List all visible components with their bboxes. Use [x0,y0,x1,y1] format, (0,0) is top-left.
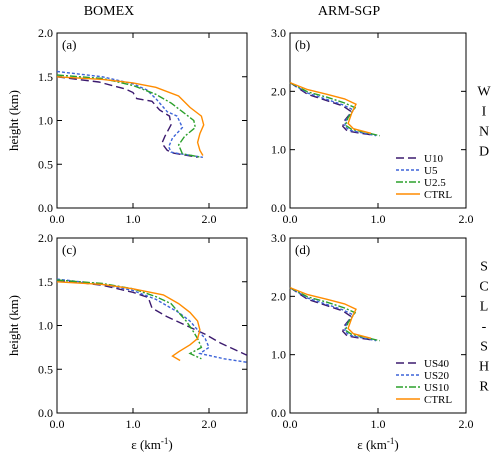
x-tick-label: 0.0 [283,212,298,226]
y-tick-label: 1.0 [271,348,286,362]
series-line-u2-5 [56,74,202,158]
panels: 0.00.51.01.52.00.0 1.0 2.0(a)0.01.02.03.00… [38,26,474,431]
series-line-u5 [56,70,204,158]
x-tick-label: 1.0 [126,417,141,431]
series-line-u10 [56,76,198,158]
y-tick-label: 0.0 [38,201,53,215]
x-tick-label: 0.0 [50,417,65,431]
series-line-us10 [289,286,380,342]
panel-label: (d) [295,242,310,257]
x-tick-label: 1.0 [371,417,386,431]
x-axis-label: ε (km-1) [131,436,173,452]
series-line-us40 [289,287,374,341]
x-tick-label: 0.0 [283,417,298,431]
x-tick-label: 2.0 [459,212,474,226]
series-line-ctrl [289,81,372,134]
column-title-arm-sgp: ARM-SGP [318,4,380,19]
y-tick-label: 0.5 [38,362,53,376]
y-tick-label: 1.0 [38,114,53,128]
series-line-u5 [289,81,377,137]
y-axis-label: height (km) [6,295,21,356]
legend-label: CTRL [424,189,452,201]
legend-label: CTRL [424,394,452,406]
column-titles: BOMEX ARM-SGP [84,4,381,19]
series-line-us40 [56,279,248,356]
y-tick-label: 2.0 [271,84,286,98]
series-line-ctrl [56,76,205,156]
y-tick-label: 0.0 [271,406,286,420]
y-tick-label: 2.0 [271,289,286,303]
row-label-scl-shr: S C L -S H R [479,260,489,395]
y-tick-label: 3.0 [271,26,286,40]
x-tick-label: 1.0 [126,212,141,226]
legend-label: U2.5 [424,177,446,189]
series-line-u10 [289,82,374,136]
x-tick-label: 2.0 [202,212,217,226]
legend-label: US10 [424,382,450,394]
plot-frame [56,32,248,209]
panel-label: (b) [295,37,310,52]
legend-label: U5 [424,165,438,177]
series-line-us20 [289,286,377,342]
panel-a: 0.0 0.5 1.0 1.5 2.0 0.0 1.0 2.0 (a) [38,26,248,226]
legend-label: U10 [424,153,443,165]
y-tick-label: 2.0 [38,26,53,40]
y-tick-label: 0.0 [38,406,53,420]
y-tick-label: 0.5 [38,157,53,171]
x-tick-label: 1.0 [371,212,386,226]
x-tick-label: 2.0 [459,417,474,431]
y-tick-label: 1.0 [271,143,286,157]
panel-label: (a) [62,37,76,52]
panel-c: 0.0 0.5 1.0 1.5 2.0 0.0 1.0 2.0 (c) [38,231,248,431]
y-tick-label: 1.0 [38,319,53,333]
x-tick-label: 2.0 [202,417,217,431]
series-line-ctrl [289,286,372,339]
figure-labels: height (km) height (km) ε (km-1) ε (km-1) W I… [6,85,491,453]
y-tick-label: 1.5 [38,275,53,289]
x-axis-label: ε (km-1) [357,436,399,452]
series-line-us20 [56,278,248,363]
panel-label: (c) [62,242,76,257]
series-line-u2-5 [289,81,380,137]
column-title-bomex: BOMEX [84,4,135,19]
legend-label: US20 [424,370,450,382]
x-tick-label: 0.0 [50,212,65,226]
y-axis-label: height (km) [6,90,21,151]
plot-frame [56,237,248,414]
y-tick-label: 0.0 [271,201,286,215]
y-tick-label: 3.0 [271,231,286,245]
series-line-ctrl [56,281,201,362]
y-tick-label: 1.5 [38,70,53,84]
y-tick-label: 2.0 [38,231,53,245]
legend-label: US40 [424,358,450,370]
